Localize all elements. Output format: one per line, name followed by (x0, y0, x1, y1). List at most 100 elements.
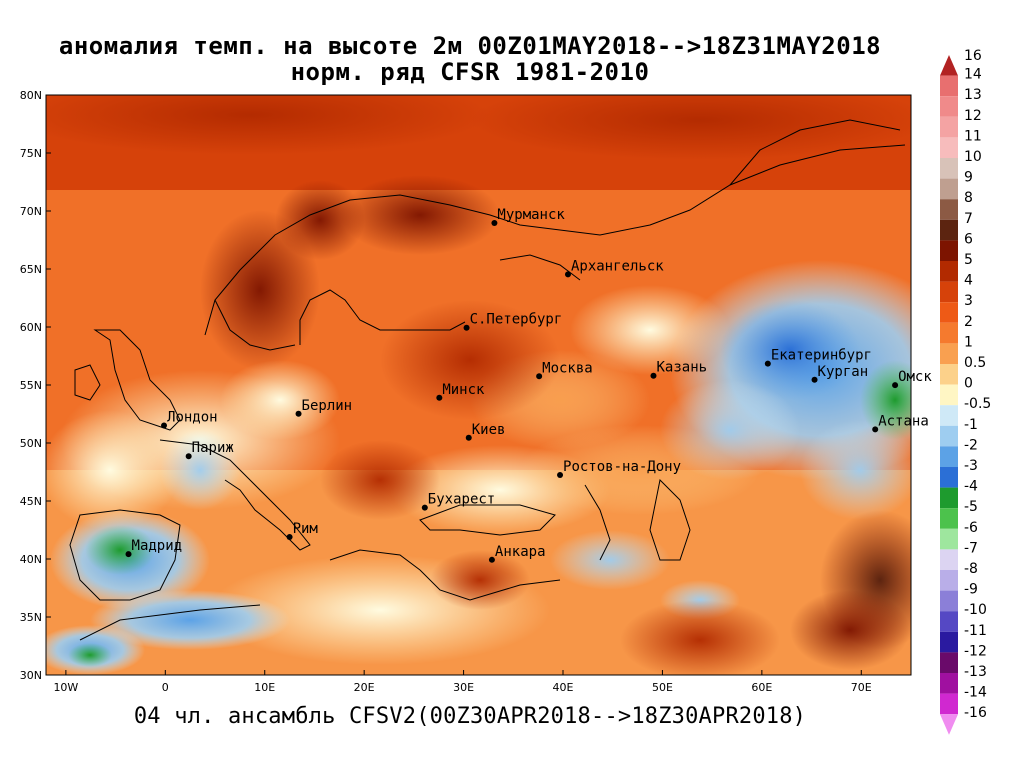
city-dot (436, 394, 443, 401)
legend-swatch (940, 137, 958, 158)
city-dot (564, 271, 571, 278)
legend-swatch (940, 590, 958, 612)
legend-label: 7 (964, 211, 973, 227)
city-label: Екатеринбург (771, 348, 872, 364)
legend-swatch (940, 261, 958, 282)
city-label: Москва (542, 360, 593, 376)
legend-swatch (940, 219, 958, 241)
city-dot (488, 556, 495, 563)
city-dot (161, 422, 168, 429)
city-label: Берлин (302, 398, 353, 414)
legend-swatch (940, 405, 958, 426)
legend-label: -14 (964, 685, 987, 701)
city-dot (536, 373, 543, 380)
legend-label: 5 (964, 252, 973, 268)
legend-swatch (940, 75, 958, 97)
city-label: Архангельск (571, 258, 664, 274)
lon-tick-label: 0 (162, 681, 169, 694)
coastlines (69, 119, 906, 641)
legend-label: -7 (964, 540, 978, 556)
legend-swatch (940, 343, 958, 364)
legend-label: -8 (964, 561, 978, 577)
lat-tick-label: 35N (20, 611, 42, 624)
city-label: Ростов-на-Дону (563, 459, 681, 475)
legend-label: 14 (964, 67, 982, 83)
legend-label: 16 (964, 48, 982, 64)
city-markers: Мурманск Архангельск С.Петербург Москва Каза… (125, 207, 932, 563)
lat-tick-label: 65N (20, 263, 42, 276)
legend-label: 3 (964, 293, 973, 309)
legend-swatch (940, 487, 958, 509)
legend-label: -13 (964, 664, 987, 680)
city-label: Мурманск (497, 207, 565, 223)
legend-label: -9 (964, 582, 978, 598)
city-dot (465, 434, 472, 441)
legend-swatch (940, 508, 958, 529)
legend-swatch (940, 116, 958, 138)
legend-label: 0 (964, 376, 973, 392)
legend-swatch (940, 714, 958, 735)
chart-subtitle: норм. ряд CFSR 1981-2010 (290, 58, 650, 86)
city-dot (463, 324, 470, 331)
lon-tick-label: 20E (354, 681, 375, 694)
lon-tick-label: 50E (652, 681, 673, 694)
legend-label: -12 (964, 643, 987, 659)
lat-tick-label: 70N (20, 205, 42, 218)
legend-swatch (940, 364, 958, 385)
legend-swatch (940, 611, 958, 632)
city-label: Минск (442, 382, 485, 398)
legend-swatch (940, 467, 958, 488)
legend-swatch (940, 528, 958, 550)
lat-tick-label: 30N (20, 669, 42, 682)
legend-label: 11 (964, 128, 982, 144)
city-label: Астана (878, 413, 929, 429)
city-dot (811, 376, 818, 383)
lon-tick-label: 70E (851, 681, 872, 694)
axis-ticks: 80N 75N 70N 65N 60N 55N 50N 45N 40N 35N 30N 10W 0 10E… (20, 89, 872, 694)
legend-swatch (940, 199, 958, 220)
lon-tick-label: 10W (53, 681, 78, 694)
legend-swatch (940, 322, 958, 344)
legend-swatch (940, 384, 958, 406)
legend-label: 4 (964, 273, 973, 289)
legend-swatch (940, 446, 958, 467)
city-label: Мадрид (132, 538, 183, 554)
legend-swatch (940, 96, 958, 117)
chart-title: аномалия темп. на высоте 2м 00Z01MAY2018… (58, 32, 882, 60)
lon-tick-label: 40E (553, 681, 574, 694)
city-dot (125, 551, 132, 558)
legend-swatch (940, 302, 958, 323)
legend-label: 6 (964, 231, 973, 247)
city-label: Париж (192, 440, 235, 456)
legend-label: 13 (964, 87, 982, 103)
lon-tick-label: 30E (453, 681, 474, 694)
lat-tick-label: 55N (20, 379, 42, 392)
legend-swatch (940, 673, 958, 694)
legend-label: 10 (964, 149, 982, 165)
lat-tick-label: 60N (20, 321, 42, 334)
legend-label: 2 (964, 314, 973, 330)
city-dot (286, 533, 293, 540)
city-dot (491, 219, 498, 226)
legend-label: -3 (964, 458, 978, 474)
legend-swatch (940, 549, 958, 570)
legend-label: -6 (964, 520, 978, 536)
city-dot (557, 472, 564, 479)
legend-swatch (940, 631, 958, 653)
anomaly-field (46, 95, 911, 675)
color-legend: 16 14 13 12 11 10 9 8 7 6 5 4 3 2 1 0.5 0 -0.5 -1 -2 -3 -4 -5 -… (940, 48, 991, 735)
legend-swatch (940, 158, 958, 179)
legend-swatch (940, 281, 958, 303)
legend-label: -11 (964, 623, 987, 639)
city-label: Киев (472, 422, 506, 438)
city-dot (295, 410, 302, 417)
lat-tick-label: 80N (20, 89, 42, 102)
city-label: Рим (293, 521, 319, 537)
legend-swatch (940, 425, 958, 447)
city-label: С.Петербург (470, 312, 563, 328)
legend-label: 12 (964, 108, 982, 124)
legend-label: -1 (964, 417, 978, 433)
city-label: Казань (656, 360, 707, 376)
legend-label: 1 (964, 334, 973, 350)
